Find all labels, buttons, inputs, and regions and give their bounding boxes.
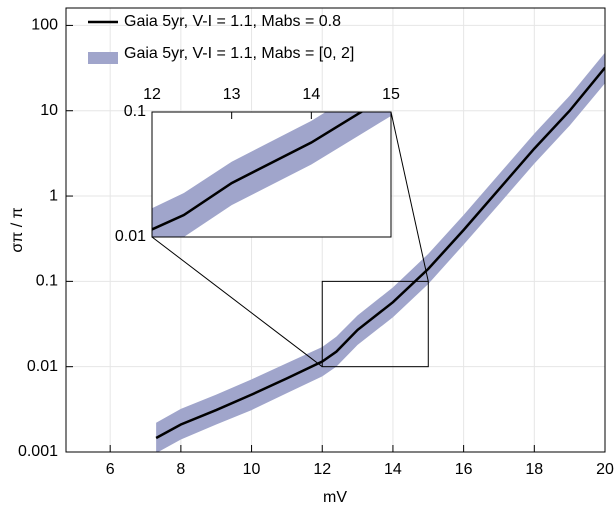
x-tick-label: 20 [596, 461, 614, 478]
inset-x-tick-label: 12 [143, 86, 161, 103]
connector [390, 111, 429, 282]
y-axis-label: σπ / π [9, 207, 26, 252]
x-tick-label: 18 [525, 461, 543, 478]
y-tick-label: 0.1 [36, 273, 58, 290]
legend-swatch [88, 52, 118, 64]
band-area [156, 52, 605, 452]
inset-x-tick-label: 13 [223, 86, 241, 103]
x-tick-label: 16 [455, 461, 473, 478]
y-tick-label: 0.001 [18, 443, 58, 460]
line [152, 112, 364, 231]
inset-x-tick-label: 15 [382, 86, 400, 103]
band-area [152, 112, 391, 237]
x-axis-label: mV [323, 489, 347, 506]
y-tick-label: 10 [40, 102, 58, 119]
inset-y-tick-label: 0.1 [124, 103, 146, 120]
connector [151, 236, 323, 368]
inset-plot [152, 112, 391, 237]
inset-x-tick-label: 14 [302, 86, 320, 103]
y-tick-label: 1 [49, 187, 58, 204]
inset-y-tick-label: 0.01 [115, 228, 146, 245]
x-tick-label: 8 [176, 461, 185, 478]
inset-frame [151, 111, 392, 238]
plot-frame [65, 7, 606, 453]
x-tick-label: 14 [384, 461, 402, 478]
y-tick-label: 0.01 [27, 358, 58, 375]
legend-label: Gaia 5yr, V-I = 1.1, Mabs = [0, 2] [124, 45, 354, 62]
line [155, 66, 605, 440]
zoom-box [321, 280, 429, 368]
inset: 12 13 14 15 0.01 0.1 [115, 86, 400, 245]
plot-area [155, 52, 605, 452]
legend-label: Gaia 5yr, V-I = 1.1, Mabs = 0.8 [124, 13, 341, 30]
x-tick-label: 6 [106, 461, 115, 478]
x-tick-label: 10 [243, 461, 261, 478]
x-tick-label: 12 [313, 461, 331, 478]
y-tick-label: 100 [31, 17, 58, 34]
axes: 6 8 10 12 14 16 18 20 0.001 0.01 0.1 1 10 100 [18, 17, 614, 479]
legend: Gaia 5yr, V-I = 1.1, Mabs = 0.8 Gaia 5yr,… [88, 13, 354, 64]
